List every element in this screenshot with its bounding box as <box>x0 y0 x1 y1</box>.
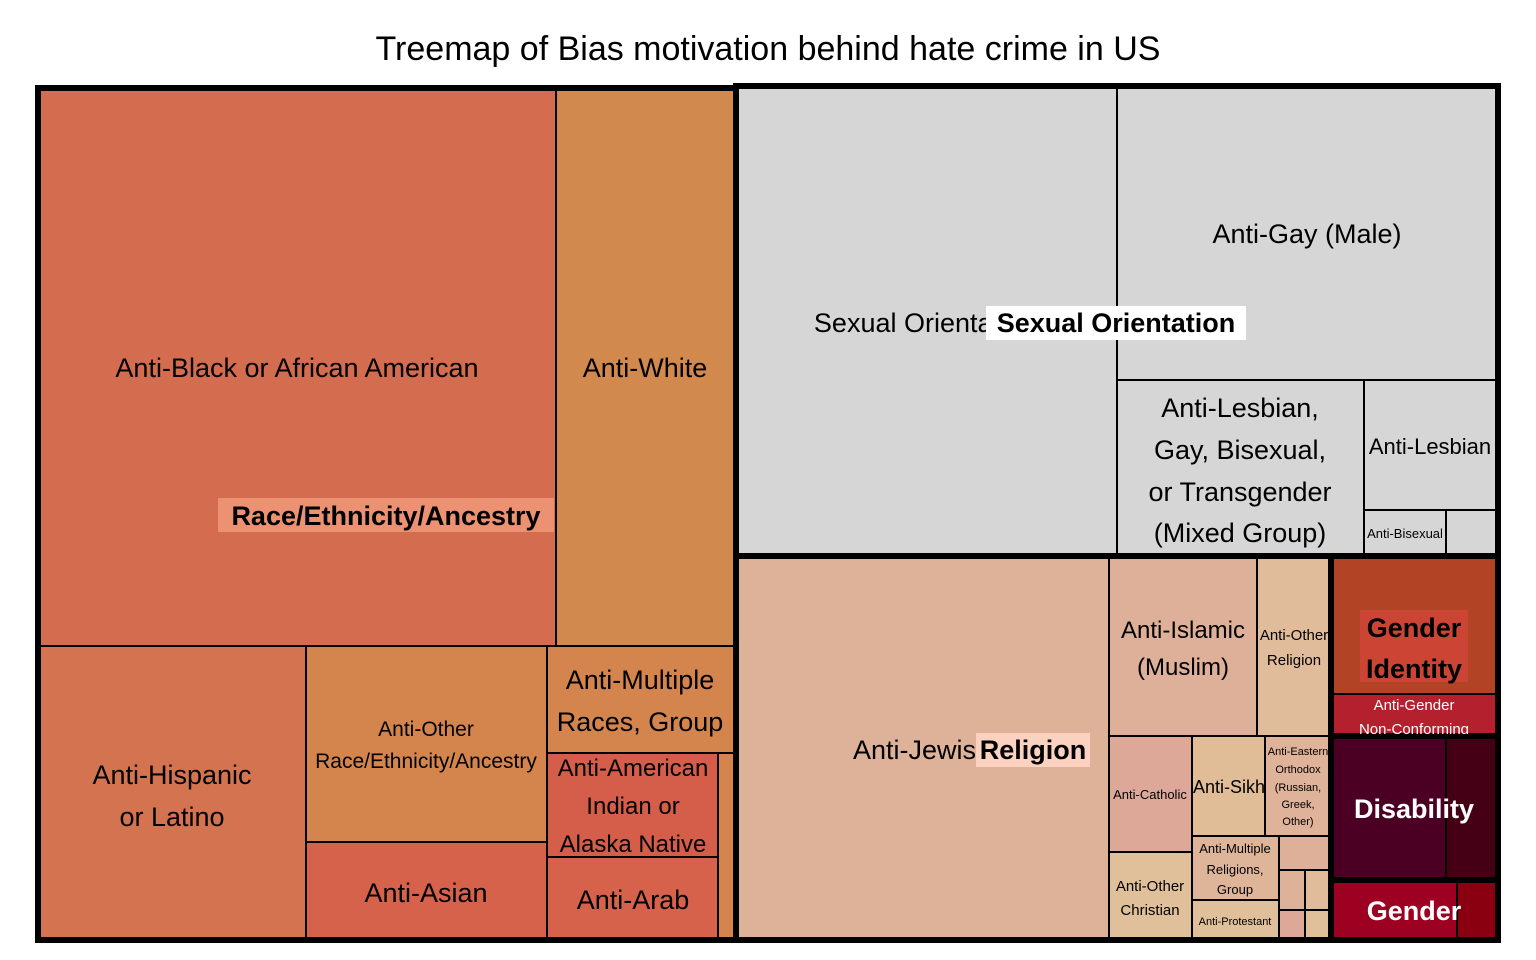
tile-anti-eastern-orthodox <box>1264 735 1332 837</box>
label-anti-protestant: Anti-Protestant <box>1199 916 1272 928</box>
group-label-religion: Religion <box>980 735 1087 765</box>
label-anti-other-christian-line1: Anti-Other <box>1116 878 1184 895</box>
tile-anti-lesbian <box>1363 379 1499 511</box>
label-anti-american-indian-line2: Indian or <box>586 793 679 820</box>
label-anti-other-religion-line2: Religion <box>1267 652 1321 669</box>
tile-religion-small-5 <box>1304 909 1332 941</box>
tile-anti-catholic <box>1108 735 1193 853</box>
tile-so-small-1 <box>1445 509 1499 557</box>
label-anti-multi-rel-line2: Religions, <box>1206 862 1263 877</box>
label-anti-other-race-line1: Anti-Other <box>378 718 474 741</box>
group-label-race: Race/Ethnicity/Ancestry <box>231 501 540 531</box>
label-anti-lesbian: Anti-Lesbian <box>1369 434 1491 459</box>
group-label-sexual-orientation: Sexual Orientation <box>997 308 1236 338</box>
chart-title: Treemap of Bias motivation behind hate c… <box>375 30 1161 68</box>
group-label-sexual-orientation-bg <box>986 306 1246 340</box>
label-anti-catholic: Anti-Catholic <box>1113 787 1187 802</box>
tile-gender <box>1332 879 1458 941</box>
label-anti-white: Anti-White <box>583 353 708 383</box>
label-anti-lgbt-line2: Gay, Bisexual, <box>1154 435 1326 465</box>
group-label-religion-bg <box>976 733 1090 767</box>
tile-religion-small-1 <box>1278 835 1332 871</box>
label-anti-arab: Anti-Arab <box>577 885 690 915</box>
tile-anti-other-race <box>305 645 548 843</box>
label-anti-lgbt-line3: or Transgender <box>1148 477 1331 507</box>
group-label-race-bg <box>218 498 554 532</box>
label-anti-eastern-line4: Greek, <box>1281 799 1314 811</box>
group-border-gender <box>1328 877 1501 943</box>
label-anti-other-religion-line1: Anti-Other <box>1260 627 1328 644</box>
label-anti-american-indian-line1: Anti-American <box>558 755 709 782</box>
label-anti-eastern-line5: Other) <box>1282 816 1313 828</box>
label-anti-gay-male: Anti-Gay (Male) <box>1212 219 1401 249</box>
label-anti-bisexual: Anti-Bisexual <box>1367 526 1443 541</box>
label-anti-gender-nc-line1: Anti-Gender <box>1374 697 1455 714</box>
label-anti-hispanic-line1: Anti-Hispanic <box>92 760 251 790</box>
label-anti-black: Anti-Black or African American <box>115 353 478 383</box>
label-anti-hispanic-line2: or Latino <box>119 802 224 832</box>
group-label-disability: Disability <box>1354 794 1474 824</box>
tile-anti-black <box>37 87 557 647</box>
label-anti-lgbt-line4: (Mixed Group) <box>1154 518 1327 548</box>
tile-religion-small-3 <box>1304 869 1332 911</box>
label-anti-islamic-line2: (Muslim) <box>1137 654 1229 681</box>
label-anti-sikh: Anti-Sikh <box>1193 777 1265 797</box>
tile-race-small-1 <box>717 752 735 940</box>
label-anti-multi-rel-line3: Group <box>1217 882 1253 897</box>
label-anti-eastern-line3: (Russian, <box>1275 782 1321 794</box>
tile-anti-other-religion <box>1256 557 1332 737</box>
tile-anti-hispanic <box>37 645 307 940</box>
label-anti-lgbt-line1: Anti-Lesbian, <box>1161 393 1319 423</box>
label-anti-other-christian-line2: Christian <box>1120 902 1179 919</box>
tile-gender-small <box>1456 879 1499 941</box>
label-anti-eastern-line1: Anti-Eastern <box>1268 746 1329 758</box>
label-anti-gender-nc-line2: Non-Conforming <box>1359 721 1469 738</box>
group-label-gender-identity-line2: Identity <box>1366 654 1462 684</box>
group-label-gender-identity-line1: Gender <box>1367 613 1462 643</box>
tile-anti-other-christian <box>1108 851 1193 941</box>
tile-religion-small-4 <box>1278 909 1306 941</box>
group-label-gender-identity-bg <box>1360 610 1468 682</box>
label-anti-asian: Anti-Asian <box>364 878 487 908</box>
label-anti-multi-rel-line1: Anti-Multiple <box>1199 841 1271 856</box>
tile-anti-lgbt-mixed <box>1116 379 1365 557</box>
tile-anti-multiple-religions <box>1191 835 1280 901</box>
tile-anti-sikh <box>1191 735 1266 837</box>
tile-religion-small-2 <box>1278 869 1306 911</box>
label-anti-jewish: Anti-Jewish <box>853 735 991 765</box>
label-anti-eastern-line2: Orthodox <box>1275 764 1321 776</box>
tile-disability <box>1332 735 1447 881</box>
label-anti-american-indian-line3: Alaska Native <box>560 831 707 858</box>
tile-anti-protestant <box>1191 899 1280 941</box>
label-anti-multiple-races-line1: Anti-Multiple <box>566 665 715 695</box>
tile-anti-islamic <box>1108 557 1258 737</box>
label-anti-other-race-line2: Race/Ethnicity/Ancestry <box>315 750 537 773</box>
label-anti-islamic-line1: Anti-Islamic <box>1121 617 1245 644</box>
label-anti-multiple-races-line2: Races, Group <box>557 707 724 737</box>
group-label-gender: Gender <box>1367 896 1462 926</box>
tile-anti-asian <box>305 841 548 940</box>
